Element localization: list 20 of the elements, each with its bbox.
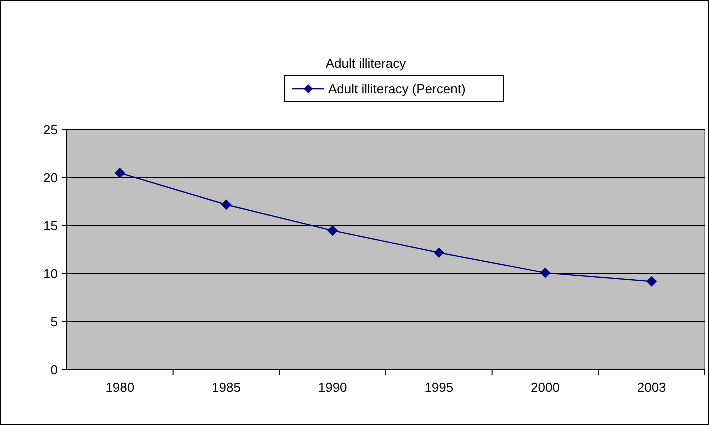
y-tick-label: 10 bbox=[44, 266, 58, 282]
x-tick-label: 1980 bbox=[106, 380, 135, 395]
x-tick-label: 1990 bbox=[318, 380, 348, 395]
y-tick-label: 20 bbox=[44, 170, 58, 186]
x-tick-label: 2003 bbox=[637, 380, 666, 395]
legend-label: Adult illiteracy (Percent) bbox=[328, 82, 466, 97]
point bbox=[115, 168, 126, 178]
y-tick-label: 15 bbox=[44, 218, 58, 234]
y-tick-label: 5 bbox=[50, 314, 58, 330]
point bbox=[434, 248, 444, 258]
point bbox=[540, 268, 550, 278]
point bbox=[222, 200, 232, 210]
y-tick-label: 25 bbox=[44, 122, 58, 138]
x-tick-label: 1995 bbox=[424, 380, 454, 395]
x-tick-label: 2000 bbox=[531, 380, 560, 395]
point bbox=[646, 276, 657, 287]
point bbox=[328, 226, 338, 236]
x-tick-label: 1985 bbox=[212, 380, 241, 395]
chart-title: Adult illiteracy bbox=[326, 56, 407, 71]
y-tick-label: 0 bbox=[50, 362, 58, 378]
